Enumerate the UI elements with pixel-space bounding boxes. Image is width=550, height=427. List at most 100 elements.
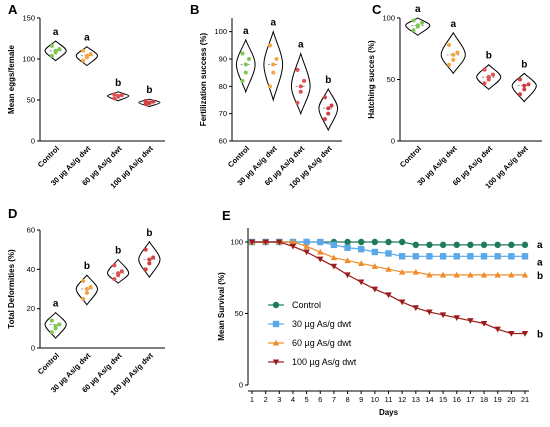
- data-point: [116, 93, 121, 98]
- line-marker: [398, 299, 406, 306]
- significance-letter: a: [537, 240, 543, 251]
- legend-entry: 60 µg As/g dwt: [292, 338, 352, 348]
- data-point: [415, 23, 420, 28]
- data-point: [274, 57, 279, 61]
- line-marker: [272, 320, 280, 328]
- line-marker: [358, 279, 365, 286]
- line-marker: [330, 254, 338, 261]
- line-marker: [467, 271, 474, 278]
- y-tick-label: 50: [387, 75, 395, 84]
- data-point: [302, 78, 307, 83]
- data-point: [84, 290, 89, 295]
- data-point: [116, 271, 121, 276]
- line-marker: [317, 238, 324, 246]
- significance-letter: a: [450, 19, 456, 30]
- data-point: [298, 89, 303, 94]
- data-point: [49, 53, 54, 58]
- data-point: [240, 51, 245, 56]
- line-marker: [508, 330, 515, 337]
- data-point: [322, 117, 327, 122]
- line-marker: [289, 243, 297, 250]
- line-marker: [289, 238, 297, 245]
- violin: [138, 98, 161, 108]
- significance-letter: b: [325, 75, 331, 86]
- data-point: [451, 57, 456, 62]
- legend-entry: Control: [292, 300, 321, 310]
- data-point: [84, 53, 89, 58]
- x-tick-label: 13: [412, 395, 420, 404]
- line-marker: [426, 241, 433, 249]
- violin: [318, 87, 339, 132]
- y-tick-label: 90: [219, 55, 227, 64]
- violin: [106, 91, 130, 102]
- data-point: [112, 277, 117, 282]
- significance-letter: a: [84, 33, 90, 44]
- line-marker: [412, 253, 419, 260]
- x-tick-label: 1: [250, 395, 254, 404]
- significance-letter: b: [146, 85, 152, 96]
- line-marker: [480, 241, 488, 249]
- data-point: [447, 62, 452, 67]
- data-point: [49, 318, 54, 323]
- x-tick-label: 4: [291, 395, 295, 404]
- x-tick-label: 19: [494, 395, 502, 404]
- line-marker: [426, 253, 433, 260]
- y-tick-label: 0: [391, 137, 395, 146]
- y-tick-label: 0: [239, 381, 243, 390]
- y-tick-label: 150: [22, 14, 35, 23]
- line-marker: [439, 312, 447, 319]
- significance-letter: b: [115, 246, 121, 257]
- line-marker: [521, 241, 529, 249]
- line-marker: [371, 248, 379, 256]
- significance-letter: b: [521, 59, 527, 70]
- data-point: [271, 62, 276, 67]
- line-marker: [344, 238, 351, 246]
- line-marker: [467, 253, 474, 260]
- violin: [405, 17, 431, 36]
- legend: Control 30 µg As/g dwt 60 µg As/g dwt 100 µ…: [268, 300, 357, 367]
- line-marker: [344, 244, 351, 251]
- data-point: [447, 43, 452, 48]
- data-point: [143, 267, 148, 272]
- data-point: [526, 82, 531, 87]
- data-point: [522, 83, 527, 88]
- line-marker: [385, 250, 392, 257]
- line-marker: [453, 241, 460, 249]
- line-marker: [480, 271, 488, 278]
- data-point: [486, 75, 491, 80]
- line-marker: [412, 305, 419, 311]
- y-tick-label: 0: [31, 344, 35, 353]
- data-point: [247, 57, 252, 61]
- line-marker: [412, 241, 419, 249]
- violin: [440, 31, 466, 75]
- line-marker: [508, 241, 515, 249]
- data-point: [411, 18, 416, 23]
- line-marker: [453, 253, 460, 260]
- x-tick-label: 10: [371, 395, 379, 404]
- data-point: [112, 92, 117, 97]
- data-point: [295, 67, 300, 72]
- line-marker: [385, 292, 392, 299]
- x-tick-label: 2: [264, 395, 268, 404]
- significance-letter: b: [537, 271, 543, 282]
- panel-letter: C: [372, 2, 382, 17]
- violin: [511, 72, 537, 103]
- line-marker: [426, 309, 433, 316]
- line-marker: [439, 241, 447, 249]
- data-point: [143, 102, 148, 107]
- x-tick-label: 20: [507, 395, 515, 404]
- line-marker: [521, 253, 529, 260]
- line-marker: [521, 271, 529, 278]
- y-axis-label: Hatching succes (%): [367, 40, 376, 119]
- x-tick-label: 15: [439, 395, 447, 404]
- x-axis-label: Days: [379, 408, 399, 417]
- data-point: [419, 20, 424, 25]
- data-point: [295, 100, 300, 105]
- data-point: [49, 330, 54, 335]
- x-tick-label: 5: [305, 395, 309, 404]
- data-point: [53, 324, 58, 329]
- y-tick-label: 0: [31, 137, 35, 146]
- data-point: [81, 279, 86, 284]
- data-point: [329, 103, 334, 108]
